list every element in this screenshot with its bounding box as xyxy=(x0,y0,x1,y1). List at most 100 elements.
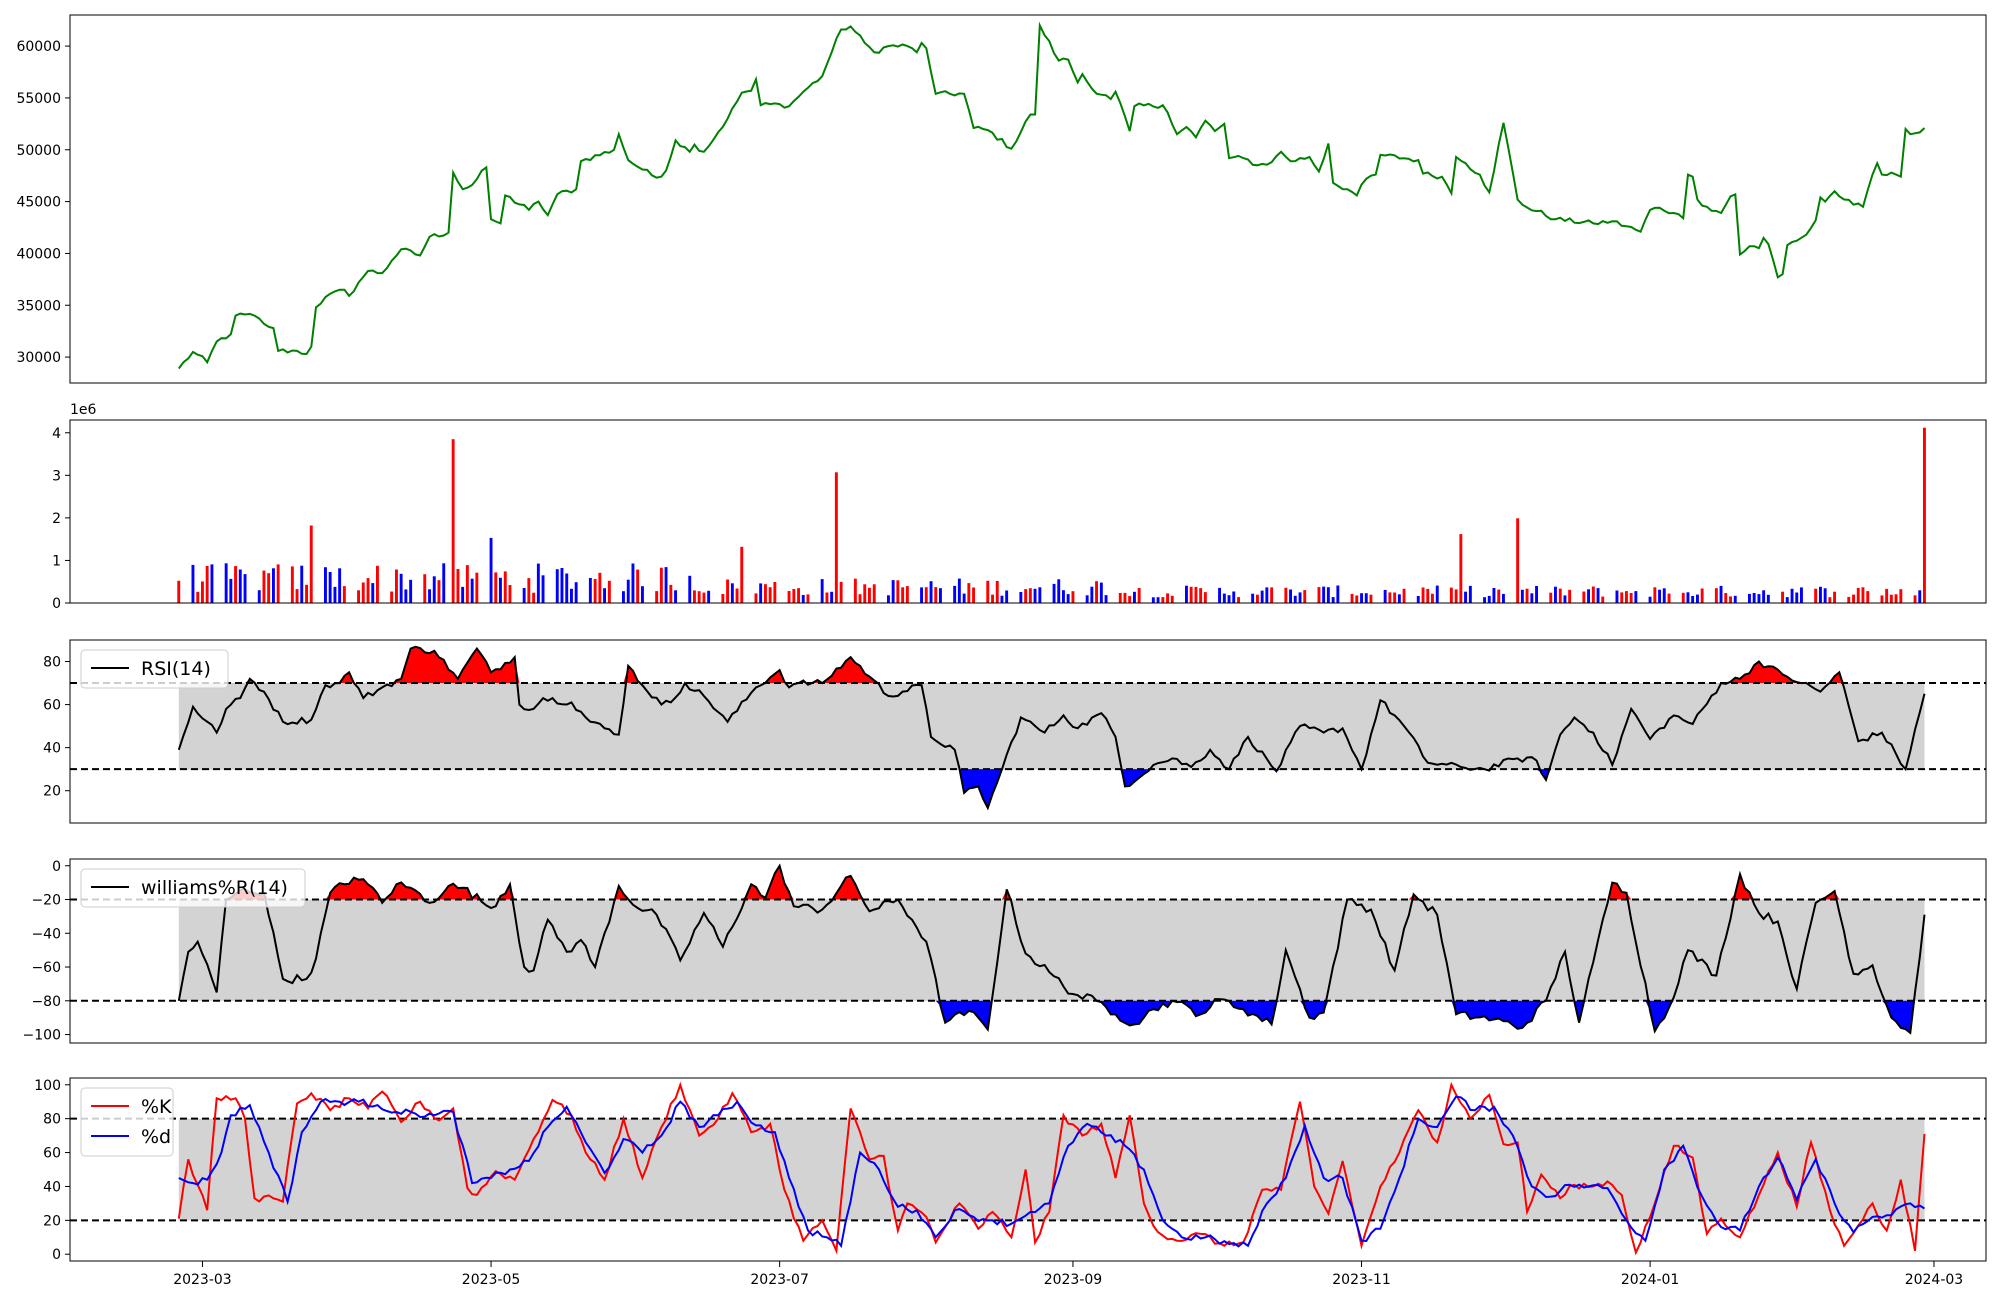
volume-bar xyxy=(1554,586,1557,603)
volume-bar xyxy=(1601,596,1605,603)
stochastic-ytick-label: 60 xyxy=(43,1146,61,1162)
price-ytick-label: 50000 xyxy=(16,143,61,159)
williams-r-ytick-label: −40 xyxy=(31,926,61,942)
rsi-ytick-label: 20 xyxy=(43,784,61,800)
volume-bar xyxy=(1899,589,1903,603)
volume-bar xyxy=(1421,587,1425,603)
williams-r-legend-label: williams%R(14) xyxy=(141,877,288,899)
volume-bar xyxy=(858,594,862,603)
rsi-chart: 20 40 60 80 RSI(14) xyxy=(43,639,1987,824)
volume-bar xyxy=(853,578,857,603)
x-axis-tick-label: 2023-07 xyxy=(750,1272,809,1288)
x-axis-tick-label: 2023-05 xyxy=(462,1272,521,1288)
volume-bar xyxy=(390,591,394,603)
price-ytick-label: 55000 xyxy=(16,91,61,107)
price-line-chart: 30000 35000 40000 45000 50000 55000 60000 xyxy=(16,14,1987,384)
volume-bar xyxy=(1005,590,1009,603)
stochastic-ytick-label: 100 xyxy=(34,1078,61,1094)
volume-bar xyxy=(1133,591,1136,603)
volume-bar xyxy=(1724,593,1728,603)
volume-bar xyxy=(1852,594,1855,603)
volume-bar xyxy=(1194,586,1198,603)
volume-bar xyxy=(1819,586,1822,603)
volume-bar xyxy=(1137,588,1141,603)
stochastic-frame xyxy=(69,1077,1987,1262)
volume-bar xyxy=(555,569,559,603)
volume-bar xyxy=(1766,594,1770,603)
volume-bar xyxy=(404,589,408,603)
volume-bar xyxy=(1364,593,1368,603)
volume-bar xyxy=(456,569,460,603)
volume-ytick-label: 4 xyxy=(52,426,61,442)
volume-bar xyxy=(669,584,673,603)
volume-bar xyxy=(693,590,696,603)
volume-bar xyxy=(437,580,441,603)
volume-bar xyxy=(659,567,663,603)
volume-bar xyxy=(588,578,592,603)
x-axis-tick-label: 2024-01 xyxy=(1621,1272,1680,1288)
volume-bar xyxy=(764,584,767,603)
volume-bar xyxy=(423,574,427,603)
volume-bar xyxy=(1402,588,1406,603)
volume-bar xyxy=(1251,593,1255,603)
volume-bar xyxy=(1393,592,1397,603)
rsi-ytick-label: 40 xyxy=(43,741,61,757)
volume-bar xyxy=(1748,593,1751,603)
volume-bar xyxy=(1828,597,1832,603)
volume-bar xyxy=(1369,594,1373,603)
volume-bar xyxy=(1360,593,1363,603)
volume-bar xyxy=(1464,591,1467,603)
volume-bar xyxy=(295,589,299,603)
volume-bar xyxy=(1719,585,1723,603)
volume-bar xyxy=(1913,595,1917,603)
volume-bar xyxy=(1161,597,1165,603)
williams-r-legend-box xyxy=(80,868,306,908)
volume-bar xyxy=(527,578,531,603)
volume-bar xyxy=(1497,589,1501,603)
volume-bar xyxy=(1298,592,1302,603)
volume-bar xyxy=(238,569,242,603)
volume-bar xyxy=(868,587,871,603)
volume-bar xyxy=(834,472,838,603)
volume-bar xyxy=(1336,585,1340,603)
stochastic-chart: 0 20 40 60 80 100 2023-03 2023-05 2023-07 2023-09… xyxy=(34,1077,1987,1288)
volume-bar xyxy=(357,590,360,603)
volume-bar xyxy=(342,586,346,603)
volume-bar xyxy=(1889,594,1893,603)
volume-bar xyxy=(522,588,526,603)
volume-bar xyxy=(688,575,692,603)
volume-bar xyxy=(1289,589,1292,603)
volume-bar xyxy=(428,589,431,603)
volume-bar xyxy=(905,586,909,603)
volume-bar xyxy=(1435,585,1439,603)
volume-bar xyxy=(1785,597,1789,603)
volume-bar xyxy=(1634,591,1638,603)
price-ytick-label: 60000 xyxy=(16,39,61,55)
volume-bar xyxy=(1459,534,1463,603)
volume-bar xyxy=(957,578,961,603)
volume-bar xyxy=(1260,590,1264,603)
volume-bar xyxy=(1582,591,1586,603)
volume-bar xyxy=(1090,586,1094,603)
volume-bar xyxy=(1066,594,1070,603)
volume-bar xyxy=(229,578,233,603)
volume-bar xyxy=(1199,588,1203,603)
volume-bar xyxy=(205,566,209,603)
volume-bar xyxy=(1118,593,1122,603)
volume-bar xyxy=(934,587,938,603)
volume-bar xyxy=(1166,593,1169,603)
volume-bar xyxy=(376,565,379,603)
volume-bar xyxy=(1331,597,1335,603)
volume-bar xyxy=(272,568,275,603)
volume-bar xyxy=(470,578,474,603)
volume-bar xyxy=(967,583,971,603)
volume-bar xyxy=(409,579,413,603)
williams-r-frame xyxy=(69,858,1987,1044)
volume-bar xyxy=(887,595,890,603)
volume-bar xyxy=(1185,585,1188,603)
volume-bar xyxy=(806,594,810,603)
volume-bar xyxy=(1085,595,1089,603)
volume-bar xyxy=(465,565,469,603)
volume-bar xyxy=(1795,592,1799,603)
